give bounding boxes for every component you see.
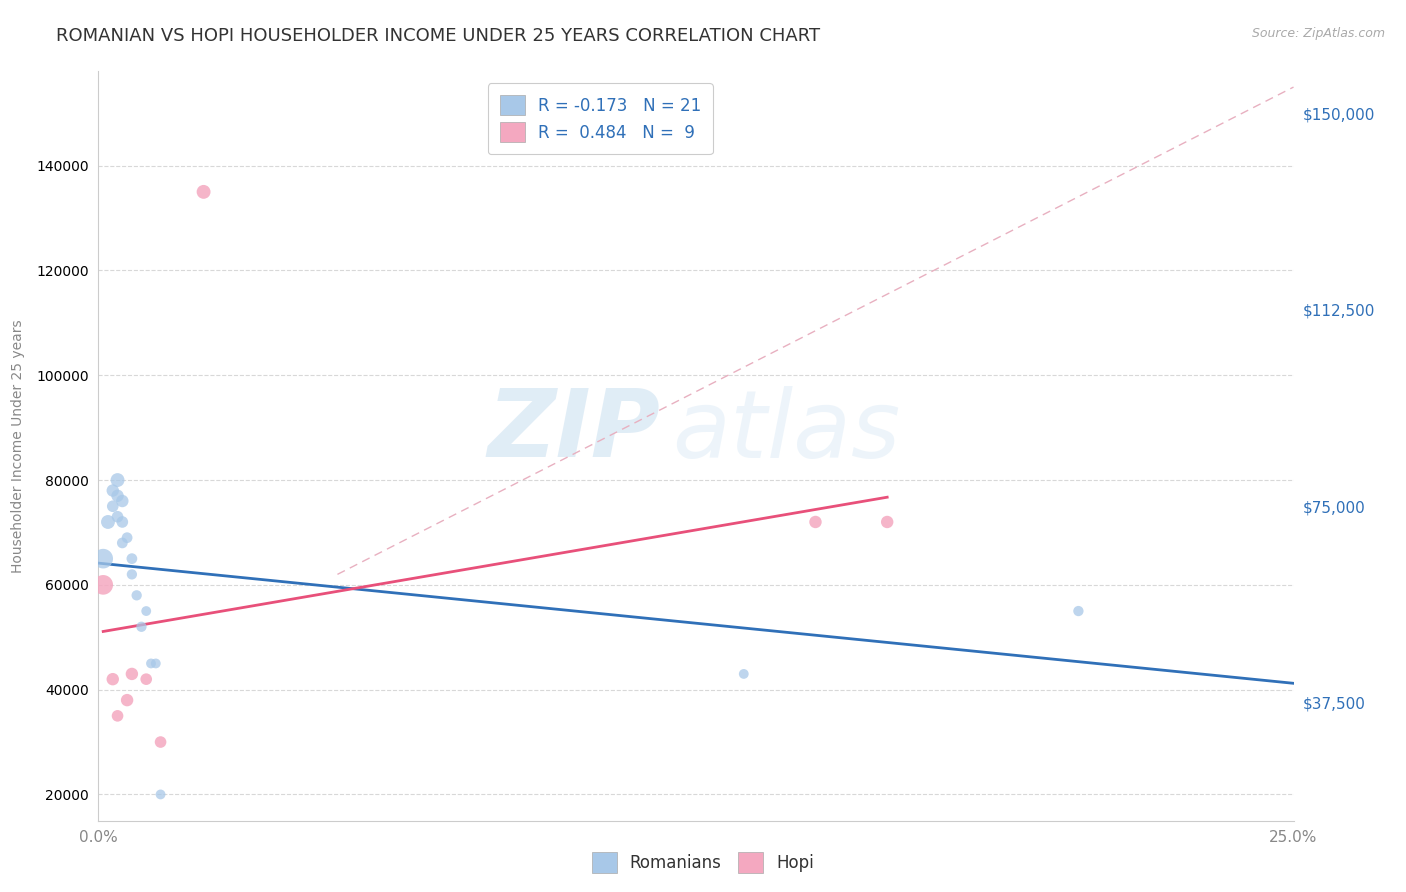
- Point: [121, 667, 143, 681]
- Y-axis label: Householder Income Under 25 years: Householder Income Under 25 years: [11, 319, 25, 573]
- Point: [139, 657, 162, 671]
- Point: [101, 483, 124, 498]
- Point: [107, 489, 129, 503]
- Text: atlas: atlas: [672, 385, 900, 476]
- Text: Source: ZipAtlas.com: Source: ZipAtlas.com: [1251, 27, 1385, 40]
- Point: [111, 494, 134, 508]
- Point: [135, 604, 157, 618]
- Point: [121, 567, 143, 582]
- Point: [1067, 604, 1090, 618]
- Point: [876, 515, 898, 529]
- Point: [149, 788, 172, 802]
- Point: [91, 551, 114, 566]
- Point: [91, 578, 114, 592]
- Point: [115, 531, 138, 545]
- Point: [111, 536, 134, 550]
- Text: ROMANIAN VS HOPI HOUSEHOLDER INCOME UNDER 25 YEARS CORRELATION CHART: ROMANIAN VS HOPI HOUSEHOLDER INCOME UNDE…: [56, 27, 820, 45]
- Point: [804, 515, 827, 529]
- Point: [135, 672, 157, 686]
- Point: [193, 185, 215, 199]
- Point: [107, 709, 129, 723]
- Point: [97, 515, 120, 529]
- Point: [121, 551, 143, 566]
- Point: [149, 735, 172, 749]
- Legend: Romanians, Hopi: Romanians, Hopi: [585, 846, 821, 880]
- Point: [131, 620, 153, 634]
- Point: [145, 657, 167, 671]
- Point: [107, 473, 129, 487]
- Point: [111, 515, 134, 529]
- Point: [733, 667, 755, 681]
- Legend: R = -0.173   N = 21, R =  0.484   N =  9: R = -0.173 N = 21, R = 0.484 N = 9: [488, 84, 713, 154]
- Point: [115, 693, 138, 707]
- Text: ZIP: ZIP: [488, 385, 661, 477]
- Point: [101, 500, 124, 514]
- Point: [101, 672, 124, 686]
- Point: [107, 509, 129, 524]
- Point: [125, 588, 148, 602]
